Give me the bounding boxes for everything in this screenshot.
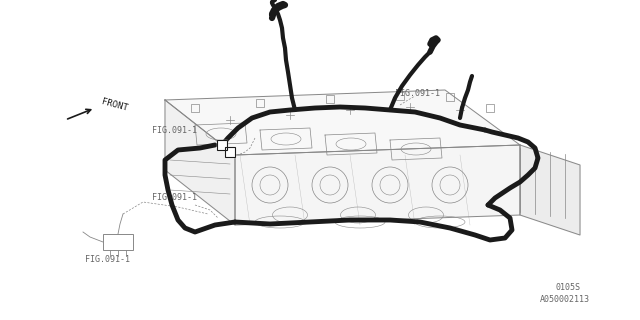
Bar	[326, 95, 334, 103]
Bar	[486, 104, 494, 112]
Polygon shape	[520, 145, 580, 235]
Text: A050002113: A050002113	[540, 295, 590, 304]
Text: FIG.091-1: FIG.091-1	[395, 89, 440, 98]
Text: FRONT: FRONT	[100, 97, 128, 113]
Bar	[446, 93, 454, 101]
Polygon shape	[235, 145, 520, 225]
Bar	[217, 140, 227, 150]
Bar	[103, 234, 133, 250]
Bar	[217, 140, 227, 150]
Text: 0105S: 0105S	[555, 283, 580, 292]
Text: FIG.091-1: FIG.091-1	[85, 255, 130, 264]
Bar	[396, 92, 404, 100]
Bar	[225, 147, 235, 157]
Bar	[191, 104, 199, 112]
Polygon shape	[165, 90, 520, 155]
Bar	[256, 99, 264, 107]
Polygon shape	[165, 100, 235, 225]
Bar	[103, 234, 133, 250]
Text: FIG.091-1: FIG.091-1	[152, 193, 197, 202]
Text: FIG.091-1: FIG.091-1	[152, 126, 197, 135]
Bar	[225, 147, 235, 157]
